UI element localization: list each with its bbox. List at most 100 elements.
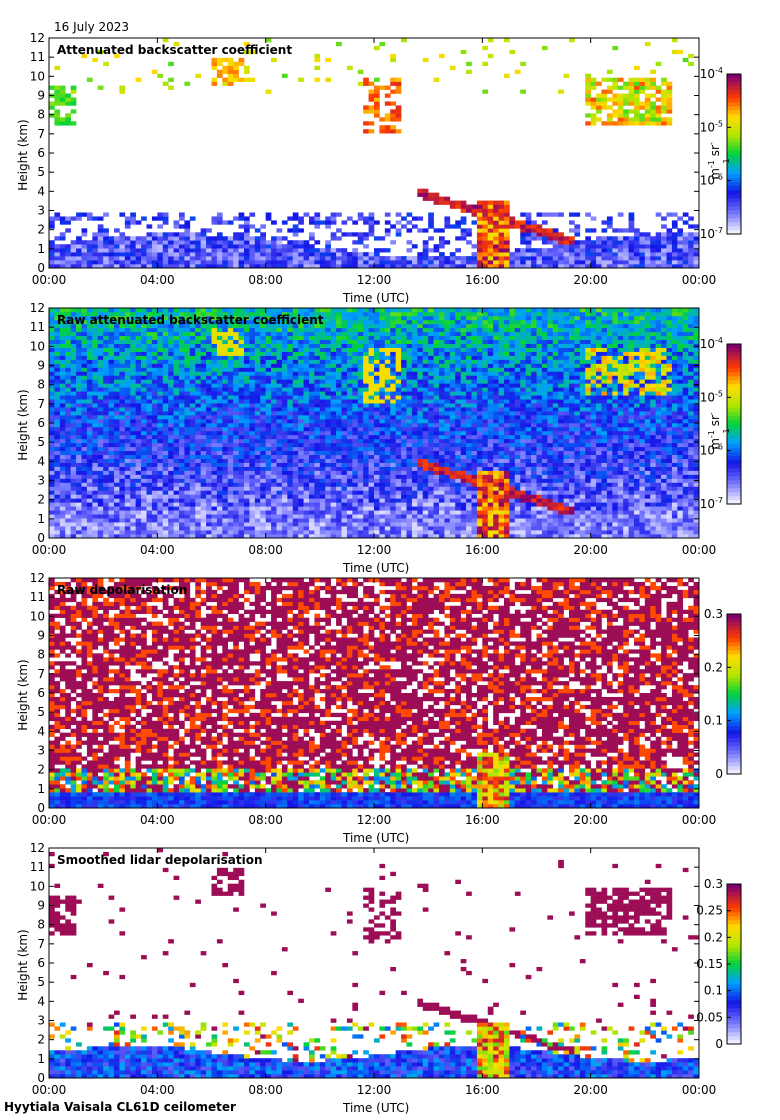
heatmap-cell — [336, 323, 342, 329]
heatmap-cell — [92, 359, 99, 364]
heatmap-cell — [395, 228, 402, 233]
heatmap-cell — [124, 490, 131, 495]
heatmap-cell — [271, 462, 277, 467]
heatmap-cell — [346, 65, 353, 71]
heatmap-cell — [151, 327, 158, 333]
heatmap-cell — [195, 411, 201, 416]
heatmap-cell — [157, 224, 164, 229]
heatmap-cell — [292, 319, 299, 325]
heatmap-cell — [92, 379, 99, 384]
heatmap-cell — [298, 498, 304, 503]
heatmap-cell — [173, 256, 180, 261]
heatmap-cell — [216, 458, 223, 463]
heatmap-cell — [352, 387, 359, 392]
heatmap-cell — [119, 323, 126, 329]
heatmap-cell — [504, 248, 510, 253]
heatmap-cell — [233, 73, 239, 78]
heatmap-cell — [244, 65, 250, 71]
heatmap-cell — [401, 38, 407, 43]
heatmap-cell — [86, 407, 93, 412]
heatmap-cell — [260, 355, 266, 360]
heatmap-cell — [195, 383, 201, 388]
heatmap-cell — [650, 256, 656, 261]
heatmap-cell — [384, 260, 391, 265]
heatmap-cell — [81, 403, 88, 408]
heatmap-cell — [346, 430, 353, 436]
heatmap-cell — [303, 490, 310, 495]
heatmap-cell — [227, 327, 234, 333]
heatmap-cell — [81, 335, 88, 341]
heatmap-cell — [114, 331, 120, 337]
heatmap-cell — [254, 494, 261, 499]
heatmap-cell — [238, 323, 245, 329]
heatmap-cell — [157, 260, 164, 265]
heatmap-cell — [265, 335, 272, 341]
heatmap-cell — [70, 323, 77, 329]
heatmap-cell — [76, 244, 82, 249]
heatmap-cell — [135, 430, 142, 436]
heatmap-cell — [314, 399, 321, 404]
heatmap-cell — [54, 117, 61, 122]
heatmap-cell — [265, 359, 272, 364]
heatmap-cell — [309, 319, 315, 325]
heatmap-cell — [585, 252, 591, 257]
heatmap-cell — [146, 407, 153, 412]
heatmap-cell — [341, 430, 348, 436]
heatmap-cell — [130, 359, 136, 364]
heatmap-cell — [59, 395, 66, 400]
heatmap-cell — [70, 502, 77, 507]
heatmap-cell — [688, 236, 694, 241]
heatmap-cell — [119, 462, 126, 467]
heatmap-cell — [233, 502, 239, 507]
heatmap-cell — [493, 252, 499, 257]
heatmap-cell — [211, 462, 218, 467]
heatmap-cell — [346, 256, 353, 261]
heatmap-cell — [222, 434, 229, 440]
heatmap-cell — [271, 248, 277, 253]
heatmap-cell — [211, 426, 218, 432]
heatmap-cell — [97, 430, 104, 436]
heatmap-cell — [195, 458, 201, 463]
heatmap-cell — [227, 534, 234, 539]
heatmap-cell — [325, 375, 331, 380]
heatmap-cell — [76, 216, 82, 221]
heatmap-cell — [65, 462, 71, 467]
heatmap-cell — [49, 331, 55, 337]
heatmap-cell — [287, 482, 294, 487]
heatmap-cell — [341, 454, 348, 459]
heatmap-cell — [81, 339, 88, 344]
heatmap-cell — [216, 470, 223, 475]
heatmap-cell — [157, 252, 164, 257]
heatmap-cell — [135, 323, 142, 329]
heatmap-cell — [233, 462, 239, 467]
heatmap-cell — [130, 391, 136, 396]
heatmap-cell — [151, 311, 158, 317]
heatmap-cell — [200, 474, 207, 479]
heatmap-cell — [59, 256, 66, 261]
heatmap-cell — [130, 462, 136, 467]
heatmap-cell — [97, 49, 104, 55]
heatmap-cell — [569, 220, 575, 225]
heatmap-cell — [238, 216, 245, 221]
heatmap-cell — [157, 367, 164, 372]
heatmap-cell — [352, 534, 359, 539]
heatmap-cell — [244, 482, 250, 487]
heatmap-cell — [200, 359, 207, 364]
heatmap-cell — [249, 458, 256, 463]
heatmap-cell — [65, 474, 71, 479]
heatmap-cell — [179, 518, 185, 523]
heatmap-cell — [498, 260, 505, 265]
heatmap-cell — [222, 371, 229, 376]
heatmap-cell — [233, 454, 239, 459]
heatmap-cell — [384, 129, 391, 134]
heatmap-cell — [325, 371, 331, 376]
heatmap-cell — [162, 486, 169, 491]
heatmap-cell — [260, 371, 266, 376]
heatmap-cell — [439, 252, 445, 257]
heatmap-cell — [86, 367, 93, 372]
heatmap-cell — [634, 264, 640, 269]
heatmap-cell — [487, 240, 494, 245]
heatmap-cell — [238, 407, 245, 412]
heatmap-cell — [238, 256, 245, 261]
heatmap-cell — [59, 494, 66, 499]
